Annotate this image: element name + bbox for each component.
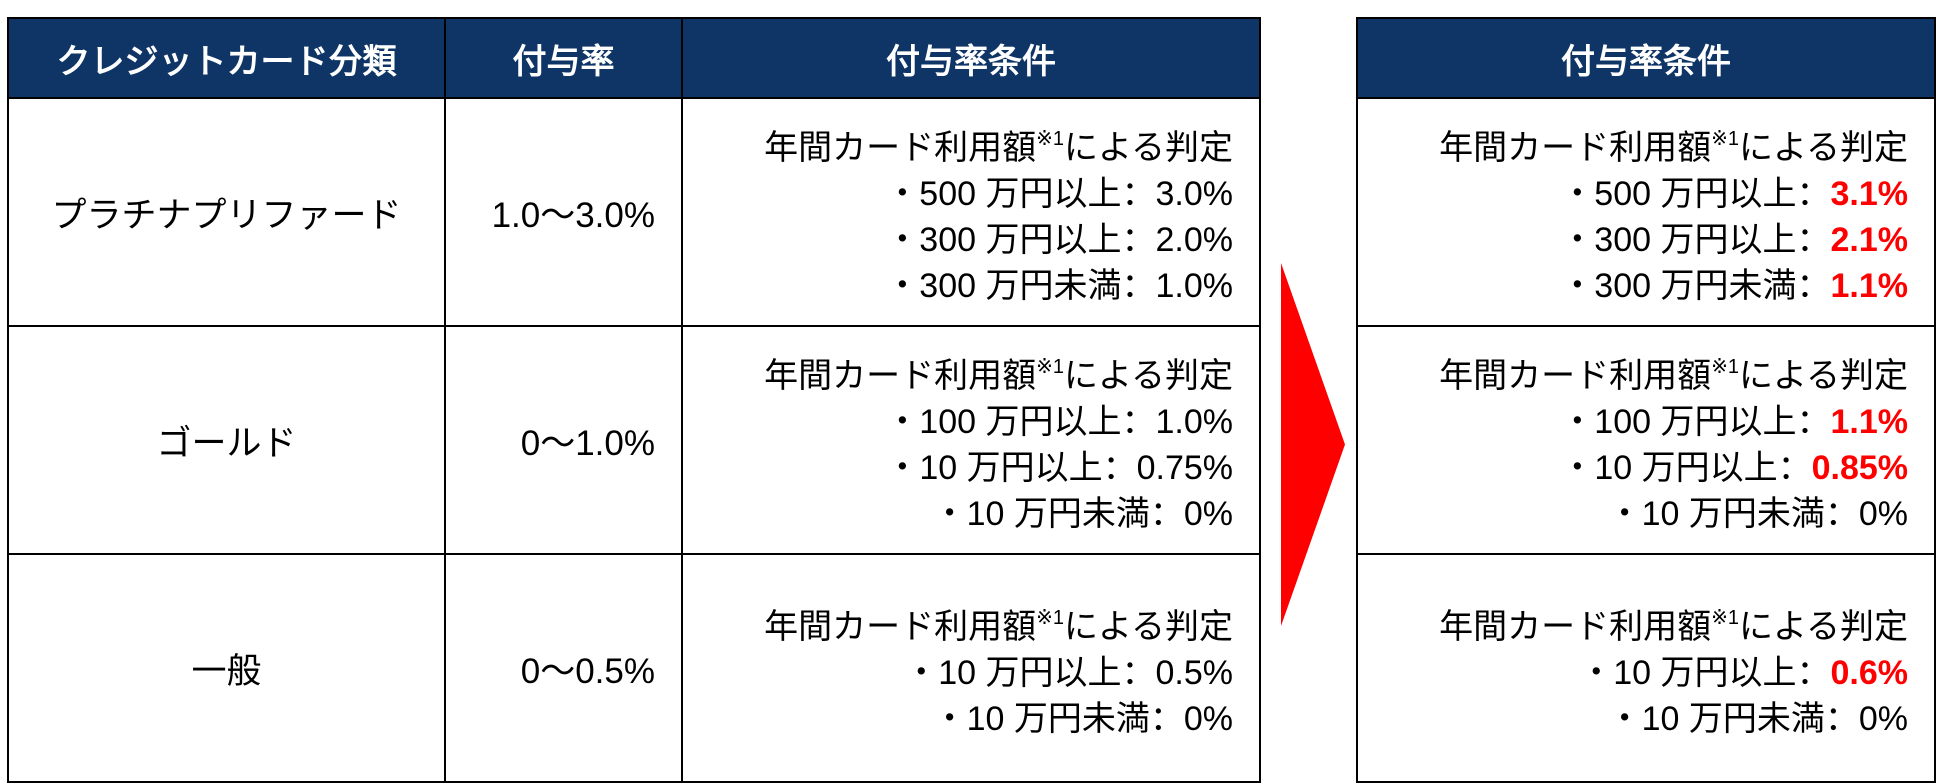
condition-title: 年間カード利用額※1による判定 — [764, 606, 1233, 646]
rate-condition: 年間カード利用額※1による判定 ・10 万円以上：0.6% ・10 万円未満：0… — [1356, 553, 1936, 783]
condition-value: 0% — [1858, 699, 1908, 738]
new-rate-value: 0.6% — [1830, 653, 1909, 692]
condition-value: 0% — [1183, 494, 1233, 533]
table-row: 年間カード利用額※1による判定 ・500 万円以上：3.1% ・300 万円以上… — [1356, 97, 1936, 327]
rate-condition: 年間カード利用額※1による判定 ・100 万円以上：1.1% ・10 万円以上：… — [1356, 325, 1936, 555]
condition-value: 3.0% — [1155, 174, 1234, 213]
new-rate-table: 付与率条件 年間カード利用額※1による判定 ・500 万円以上：3.1% ・30… — [1356, 17, 1936, 783]
condition-value: 0% — [1183, 699, 1233, 738]
condition-value: 1.0% — [1155, 266, 1234, 305]
rate-condition: 年間カード利用額※1による判定 ・100 万円以上：1.0% ・10 万円以上：… — [681, 325, 1261, 555]
condition-line: ・100 万円以上：1.0% — [885, 402, 1234, 441]
table-row: 年間カード利用額※1による判定 ・100 万円以上：1.1% ・10 万円以上：… — [1356, 325, 1936, 555]
condition-line: ・10 万円未満：0% — [932, 494, 1233, 533]
condition-line: ・10 万円未満：0% — [1607, 494, 1908, 533]
footnote-mark: ※1 — [1711, 355, 1740, 378]
header-rate-condition: 付与率条件 — [1356, 17, 1936, 98]
footnote-mark: ※1 — [1711, 606, 1740, 629]
new-rate-value: 3.1% — [1830, 174, 1909, 213]
condition-title: 年間カード利用額※1による判定 — [1439, 606, 1908, 646]
condition-value: 0% — [1858, 494, 1908, 533]
card-category: 一般 — [7, 553, 446, 783]
new-rate-value: 1.1% — [1830, 266, 1909, 305]
header-card-category: クレジットカード分類 — [7, 17, 446, 98]
condition-line: ・10 万円未満：0% — [932, 699, 1233, 738]
card-rate: 0〜1.0% — [444, 325, 683, 555]
table-header-row: クレジットカード分類 付与率 付与率条件 — [7, 17, 1261, 98]
condition-line: ・500 万円以上：3.0% — [885, 174, 1234, 213]
condition-title: 年間カード利用額※1による判定 — [1439, 127, 1908, 167]
condition-line: ・100 万円以上：1.1% — [1560, 402, 1909, 441]
rate-condition: 年間カード利用額※1による判定 ・500 万円以上：3.1% ・300 万円以上… — [1356, 97, 1936, 327]
new-rate-value: 1.1% — [1830, 402, 1909, 441]
condition-line: ・300 万円以上：2.1% — [1560, 220, 1909, 259]
condition-value: 0.75% — [1136, 448, 1233, 487]
condition-title: 年間カード利用額※1による判定 — [764, 127, 1233, 167]
condition-value: 2.0% — [1155, 220, 1234, 259]
condition-value: 1.0% — [1155, 402, 1234, 441]
table-header-row: 付与率条件 — [1356, 17, 1936, 98]
new-rate-value: 2.1% — [1830, 220, 1909, 259]
table-row: ゴールド 0〜1.0% 年間カード利用額※1による判定 ・100 万円以上：1.… — [7, 325, 1261, 555]
current-rate-table: クレジットカード分類 付与率 付与率条件 プラチナプリファード 1.0〜3.0%… — [7, 17, 1261, 783]
table-row: 年間カード利用額※1による判定 ・10 万円以上：0.6% ・10 万円未満：0… — [1356, 553, 1936, 783]
header-rate: 付与率 — [444, 17, 683, 98]
rate-condition: 年間カード利用額※1による判定 ・10 万円以上：0.5% ・10 万円未満：0… — [681, 553, 1261, 783]
condition-line: ・10 万円以上：0.5% — [904, 653, 1234, 692]
card-category: プラチナプリファード — [7, 97, 446, 327]
new-rate-value: 0.85% — [1811, 448, 1908, 487]
table-row: 一般 0〜0.5% 年間カード利用額※1による判定 ・10 万円以上：0.5% … — [7, 553, 1261, 783]
card-category: ゴールド — [7, 325, 446, 555]
footnote-mark: ※1 — [1711, 127, 1740, 150]
footnote-mark: ※1 — [1036, 606, 1065, 629]
condition-line: ・300 万円未満：1.1% — [1560, 266, 1909, 305]
header-rate-condition: 付与率条件 — [681, 17, 1261, 98]
table-row: プラチナプリファード 1.0〜3.0% 年間カード利用額※1による判定 ・500… — [7, 97, 1261, 327]
card-rate: 1.0〜3.0% — [444, 97, 683, 327]
right-arrow-icon — [1281, 263, 1345, 626]
footnote-mark: ※1 — [1036, 355, 1065, 378]
condition-title: 年間カード利用額※1による判定 — [1439, 355, 1908, 395]
rate-condition: 年間カード利用額※1による判定 ・500 万円以上：3.0% ・300 万円以上… — [681, 97, 1261, 327]
condition-line: ・300 万円未満：1.0% — [885, 266, 1234, 305]
condition-line: ・10 万円以上：0.6% — [1579, 653, 1909, 692]
condition-line: ・10 万円以上：0.85% — [1560, 448, 1908, 487]
condition-line: ・10 万円以上：0.75% — [885, 448, 1233, 487]
condition-value: 0.5% — [1155, 653, 1234, 692]
condition-line: ・500 万円以上：3.1% — [1560, 174, 1909, 213]
condition-line: ・300 万円以上：2.0% — [885, 220, 1234, 259]
card-rate: 0〜0.5% — [444, 553, 683, 783]
footnote-mark: ※1 — [1036, 127, 1065, 150]
condition-line: ・10 万円未満：0% — [1607, 699, 1908, 738]
condition-title: 年間カード利用額※1による判定 — [764, 355, 1233, 395]
